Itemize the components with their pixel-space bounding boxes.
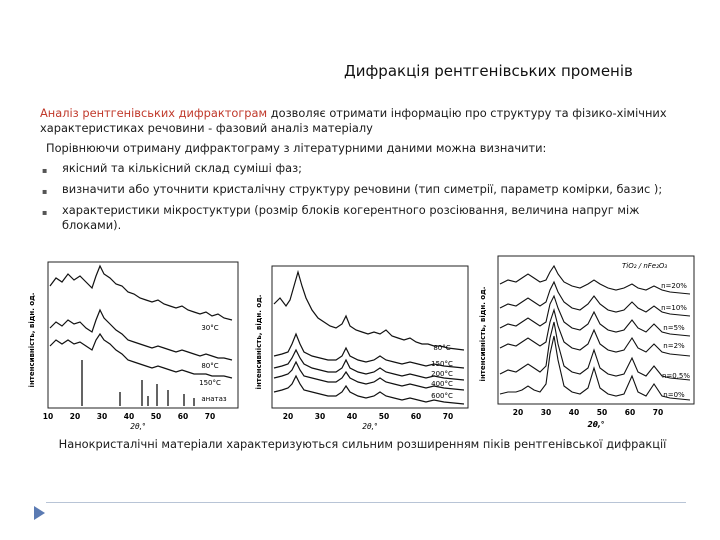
x-tick-label: 30 — [315, 412, 325, 421]
anatase-reference-lines — [81, 360, 195, 406]
x-axis-label: 2θ,° — [362, 422, 378, 431]
series-label-400C: 400°С — [431, 380, 453, 388]
x-tick-label: 60 — [178, 412, 188, 421]
x-axis-label: 2θ,° — [588, 420, 605, 429]
x-tick-label: 20 — [513, 408, 523, 417]
bullet-text: визначити або уточнити кристалічну струк… — [62, 182, 663, 196]
x-ticks: 10 20 30 40 50 60 70 — [43, 412, 215, 421]
xrd-chart-2-svg: інтенсивність, відн. од. 20 30 40 50 60 … — [255, 265, 469, 431]
xrd-chart-1: інтенсивність, відн. од. 10 20 30 40 50 … — [26, 256, 248, 432]
bullet-text: якісний та кількісний склад суміші фаз; — [62, 161, 302, 175]
x-ticks: 20 30 40 50 60 70 — [283, 412, 453, 421]
lead-text: Порівнюючи отриману дифрактограму з літе… — [46, 141, 547, 155]
series-30C-line — [49, 264, 233, 321]
series-n5-line — [499, 294, 691, 337]
x-tick-label: 50 — [597, 408, 607, 417]
y-axis-label: інтенсивність, відн. од. — [479, 287, 487, 382]
slide-title: Дифракція рентгенівських променів — [344, 62, 633, 80]
series-80C-line — [49, 308, 233, 361]
x-tick-label: 20 — [283, 412, 293, 421]
intro-text: дозволяє отримати інформацію про структу… — [40, 106, 667, 135]
bullet-marker: ▪ — [42, 187, 48, 196]
footer-divider — [46, 502, 686, 503]
x-tick-label: 30 — [97, 412, 107, 421]
x-tick-label: 40 — [569, 408, 579, 417]
series-n2-line — [499, 308, 691, 357]
x-tick-label: 60 — [625, 408, 635, 417]
series-label-n20: n=20% — [661, 282, 687, 290]
x-tick-label: 70 — [443, 412, 453, 421]
y-axis-label: інтенсивність, відн. од. — [28, 293, 36, 388]
intro-highlight: Аналіз рентгенівських дифрактограм — [40, 106, 268, 120]
x-ticks: 20 30 40 50 60 70 — [513, 408, 663, 417]
bullet-list: ▪ якісний та кількісний склад суміші фаз;… — [40, 161, 690, 239]
x-tick-label: 50 — [151, 412, 161, 421]
bullet-marker: ▪ — [42, 208, 48, 217]
figure-caption: Нанокристалічні матеріали характеризують… — [58, 437, 667, 451]
xrd-chart-1-svg: інтенсивність, відн. од. 10 20 30 40 50 … — [28, 261, 239, 431]
series-label-80C: 80°С — [201, 362, 218, 370]
series-label-150C: 150°С — [431, 360, 453, 368]
legend-title: TiO₂ / nFe₂O₃ — [622, 262, 667, 270]
plot-frame — [47, 261, 239, 409]
x-axis-label: 2θ,° — [130, 422, 146, 431]
corner-triangle-icon — [34, 506, 45, 520]
series-n0-line — [499, 335, 691, 401]
intro-paragraph: Аналіз рентгенівських дифрактограм дозво… — [40, 106, 685, 136]
series-n10-line — [499, 280, 691, 317]
series-200C-line — [273, 348, 465, 381]
series-150C-line — [49, 332, 233, 379]
series-label-n05: n=0,5% — [662, 372, 690, 380]
series-label-n2: n=2% — [663, 342, 685, 350]
y-axis-label: інтенсивність, відн. од. — [255, 295, 263, 390]
series-150C-line — [273, 332, 465, 369]
xrd-chart-3-svg: інтенсивність, відн. од. TiO₂ / nFe₂O₃ 2… — [479, 255, 695, 429]
bullet-item: ▪ якісний та кількісний склад суміші фаз; — [40, 161, 690, 176]
series-label-30C: 30°С — [201, 324, 218, 332]
x-tick-label: 40 — [124, 412, 134, 421]
series-n20-line — [499, 264, 691, 295]
series-label-200C: 200°С — [431, 370, 453, 378]
series-400C-line — [273, 360, 465, 391]
series-600C-line — [273, 374, 465, 405]
xrd-chart-2: інтенсивність, відн. од. 20 30 40 50 60 … — [254, 260, 478, 432]
plot-frame — [271, 265, 469, 409]
bullet-item: ▪ визначити або уточнити кристалічну стру… — [40, 182, 690, 197]
x-tick-label: 60 — [411, 412, 421, 421]
x-tick-label: 50 — [379, 412, 389, 421]
xrd-chart-3: інтенсивність, відн. од. TiO₂ / nFe₂O₃ 2… — [476, 252, 704, 432]
x-tick-label: 20 — [70, 412, 80, 421]
bullet-marker: ▪ — [42, 166, 48, 175]
x-tick-label: 40 — [347, 412, 357, 421]
series-label-anatase: анатаз — [201, 395, 227, 403]
series-n05-line — [499, 321, 691, 381]
x-tick-label: 70 — [205, 412, 215, 421]
series-label-600C: 600°С — [431, 392, 453, 400]
plot-frame — [497, 255, 695, 405]
bullet-item: ▪ характеристики мікростуктури (розмір бл… — [40, 203, 690, 233]
bullet-text: характеристики мікростуктури (розмір бло… — [62, 203, 640, 232]
x-tick-label: 10 — [43, 412, 53, 421]
x-tick-label: 70 — [653, 408, 663, 417]
series-80C-line — [273, 269, 465, 351]
series-label-n10: n=10% — [661, 304, 687, 312]
series-label-150C: 150°С — [199, 379, 221, 387]
series-label-80C: 80°С — [433, 344, 450, 352]
x-tick-label: 30 — [541, 408, 551, 417]
series-label-n0: n=0% — [663, 391, 685, 399]
series-label-n5: n=5% — [663, 324, 685, 332]
